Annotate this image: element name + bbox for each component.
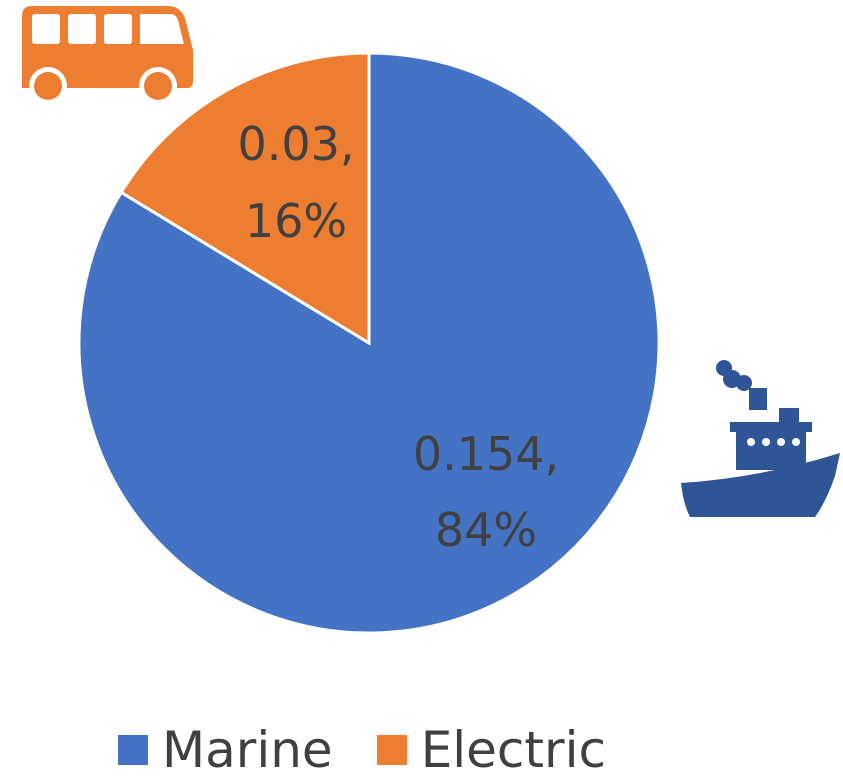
pie-labels: 0.03, 16% 0.154, 84%: [237, 117, 559, 557]
legend-item-electric[interactable]: Electric: [376, 721, 606, 779]
bus-icon: [22, 6, 193, 105]
data-label-marine-value: 0.154,: [413, 427, 559, 481]
legend-swatch-marine: [118, 735, 148, 765]
legend-label-marine: Marine: [162, 721, 333, 779]
data-label-electric-value: 0.03,: [237, 117, 354, 171]
data-label-electric-percent: 16%: [245, 194, 347, 248]
legend-label-electric: Electric: [420, 721, 606, 779]
data-label-marine-percent: 84%: [435, 503, 537, 557]
pie-slices: [77, 51, 661, 635]
legend-item-marine[interactable]: Marine: [118, 725, 333, 775]
pie-slice-electric[interactable]: [119, 51, 371, 346]
legend-swatch-electric: [376, 735, 407, 765]
pie-slice-marine[interactable]: [77, 51, 661, 635]
legend: Marine Electric: [118, 720, 650, 780]
ship-icon: [681, 360, 840, 517]
